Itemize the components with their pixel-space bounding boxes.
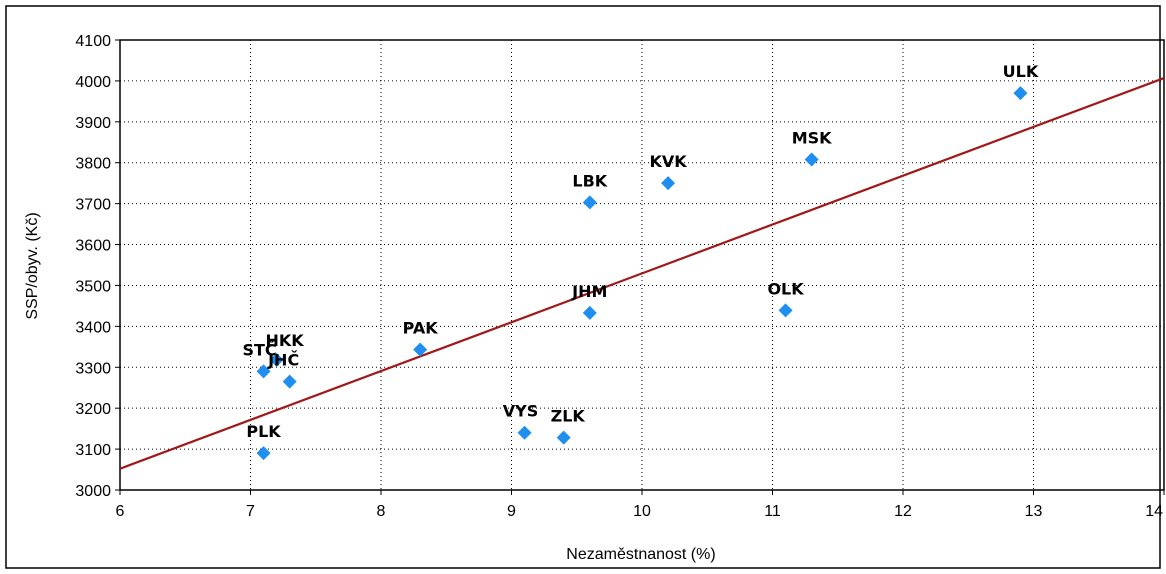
y-tick-label: 3900 — [75, 115, 111, 132]
data-point-olk — [778, 303, 793, 318]
y-tick-label: 3100 — [75, 442, 111, 459]
y-tick-label: 3700 — [75, 197, 111, 214]
point-label: JHM — [571, 282, 607, 301]
point-label: JHČ — [267, 351, 299, 370]
points-group — [256, 86, 1028, 461]
point-label: PLK — [246, 422, 281, 441]
data-point-jhm — [582, 305, 597, 320]
trendline — [119, 77, 1165, 470]
y-tick-label: 3000 — [75, 483, 111, 500]
y-tick-label: 4000 — [75, 74, 111, 91]
x-tick-label: 9 — [507, 503, 516, 520]
point-label: ZLK — [551, 407, 586, 426]
x-tick-label: 11 — [764, 503, 781, 520]
y-tick-label: 4100 — [75, 33, 111, 50]
data-point-stč — [256, 364, 271, 379]
data-point-plk — [256, 446, 271, 461]
point-label: PAK — [403, 319, 439, 338]
x-tick-label: 10 — [633, 503, 651, 520]
y-tick-label: 3200 — [75, 401, 111, 418]
x-tick-label: 13 — [1025, 503, 1043, 520]
x-tick-label: 12 — [894, 503, 912, 520]
point-label: STČ — [242, 340, 276, 359]
trendline-group — [119, 77, 1165, 470]
x-axis-title: Nezaměstnanost (%) — [566, 546, 715, 563]
y-axis-title: SSP/obyv. (Kč) — [24, 212, 41, 319]
x-tick-label: 8 — [377, 503, 386, 520]
point-label: ULK — [1003, 62, 1039, 81]
data-point-pak — [413, 342, 428, 357]
x-tick-label: 7 — [246, 503, 255, 520]
point-label: LBK — [572, 171, 607, 190]
data-point-hkk — [269, 352, 284, 367]
y-tick-label: 3800 — [75, 156, 111, 173]
y-tick-label: 3300 — [75, 360, 111, 377]
point-label: KVK — [650, 152, 688, 171]
data-point-vys — [517, 425, 532, 440]
data-point-msk — [804, 152, 819, 167]
y-tick-label: 3500 — [75, 278, 111, 295]
data-point-jhč — [282, 374, 297, 389]
point-label: HKK — [266, 331, 305, 350]
data-point-ulk — [1013, 86, 1028, 101]
point-label: MSK — [792, 128, 832, 147]
point-label: VYS — [503, 402, 539, 421]
data-point-kvk — [661, 176, 676, 191]
point-label: OLK — [767, 279, 804, 298]
plot-area-border — [119, 39, 1165, 491]
data-point-lbk — [582, 195, 597, 210]
data-point-zlk — [556, 430, 571, 445]
y-tick-label: 3600 — [75, 238, 111, 255]
outer-border — [5, 5, 1161, 569]
x-tick-label: 14 — [1145, 503, 1163, 520]
y-tick-label: 3400 — [75, 319, 111, 336]
x-tick-label: 6 — [116, 503, 125, 520]
axes: 3000 3100 3200 3300 3400 3500 3600 3700 3800 3900… — [75, 33, 1165, 520]
